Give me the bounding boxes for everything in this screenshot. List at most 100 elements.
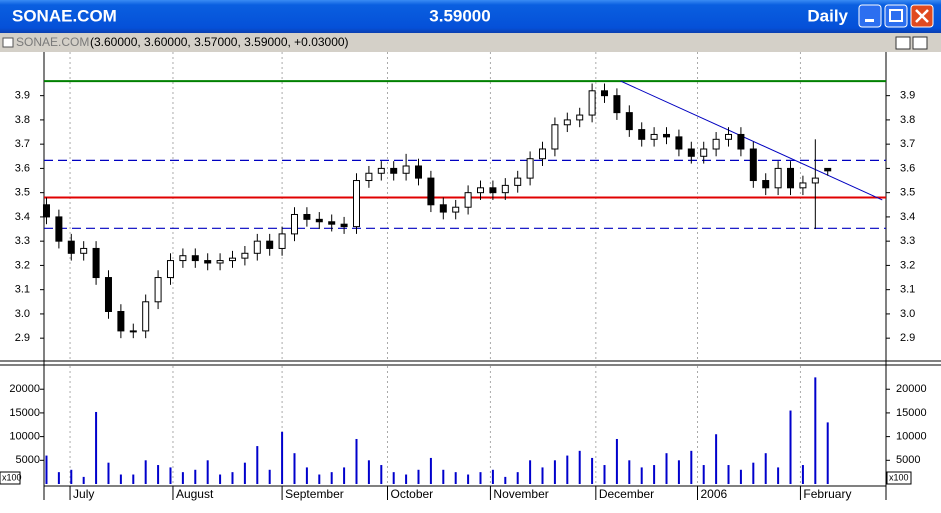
- candle-body: [365, 172, 373, 182]
- candle-body: [129, 330, 137, 333]
- candle-body: [675, 136, 683, 150]
- volume-bar: [467, 474, 470, 484]
- y-tick-label: 3.3: [900, 235, 915, 247]
- candle-body: [328, 221, 336, 225]
- pane-minimize[interactable]: [895, 36, 911, 50]
- y-tick-label: 3.5: [15, 187, 30, 199]
- sub-symbol: SONAE.COM: [16, 35, 89, 49]
- volume-bar: [417, 469, 420, 484]
- candle-body: [563, 119, 571, 126]
- y-tick-label: 3.8: [15, 114, 30, 126]
- volume-bar: [380, 465, 383, 484]
- volume-bar: [541, 467, 544, 484]
- candle-body: [762, 180, 770, 189]
- window-period: Daily: [807, 6, 848, 25]
- volume-bar: [219, 474, 222, 484]
- candle-body: [414, 165, 422, 179]
- volume-bar: [169, 467, 172, 484]
- candle-body: [477, 187, 485, 194]
- x-tick-label: November: [493, 487, 548, 501]
- volume-bar: [256, 446, 259, 484]
- volume-bar: [392, 472, 395, 484]
- y-tick-label: 5000: [896, 454, 920, 466]
- volume-bar: [454, 472, 457, 484]
- volume-bar: [826, 422, 829, 484]
- candle-body: [340, 223, 348, 228]
- candle-body: [576, 114, 584, 121]
- candle-body: [104, 277, 112, 312]
- candle-body: [67, 240, 75, 254]
- volume-bar: [194, 469, 197, 484]
- candle-body: [824, 167, 832, 172]
- volume-bar: [243, 462, 246, 484]
- y-tick-label: 3.6: [900, 162, 915, 174]
- candle-body: [439, 204, 447, 213]
- volume-bar: [305, 467, 308, 484]
- icon: [865, 19, 874, 22]
- volume-bar: [132, 474, 135, 484]
- y-tick-label: 20000: [9, 383, 40, 395]
- x-tick-label: 2006: [701, 487, 728, 501]
- volume-bar: [144, 460, 147, 484]
- volume-bar: [529, 460, 532, 484]
- x-tick-label: December: [599, 487, 654, 501]
- volume-unit: x100: [889, 472, 909, 482]
- volume-bar: [70, 469, 73, 484]
- candle-body: [737, 133, 745, 150]
- volume-bar: [764, 453, 767, 484]
- candle-body: [253, 240, 261, 254]
- volume-bar: [82, 476, 85, 484]
- ohlc-text: (3.60000, 3.60000, 3.57000, 3.59000, +0.…: [90, 35, 349, 49]
- volume-bar: [566, 455, 569, 484]
- volume-bar: [653, 465, 656, 484]
- volume-bar: [367, 460, 370, 484]
- volume-bar: [702, 465, 705, 484]
- volume-bar: [119, 474, 122, 484]
- candle-body: [179, 255, 187, 262]
- y-tick-label: 3.5: [900, 187, 915, 199]
- candle-body: [55, 216, 63, 242]
- y-tick-label: 3.0: [900, 308, 915, 320]
- volume-bar: [739, 469, 742, 484]
- candle-body: [402, 165, 410, 174]
- y-tick-label: 3.9: [15, 90, 30, 102]
- candle-body: [700, 148, 708, 157]
- candle-body: [352, 180, 360, 228]
- title-bar: [0, 0, 941, 33]
- candle-body: [514, 177, 522, 186]
- volume-bar: [591, 457, 594, 484]
- maximize-button[interactable]: [884, 4, 908, 28]
- candle-body: [278, 233, 286, 249]
- y-tick-label: 3.6: [15, 162, 30, 174]
- candle-body: [638, 129, 646, 140]
- volume-bar: [206, 460, 209, 484]
- icon: [889, 9, 903, 22]
- volume-bar: [343, 467, 346, 484]
- volume-bar: [330, 472, 333, 484]
- volume-bar: [293, 453, 296, 484]
- y-tick-label: 15000: [9, 407, 40, 419]
- candle-body: [464, 192, 472, 208]
- volume-bar: [442, 469, 445, 484]
- pane-close[interactable]: [912, 36, 928, 50]
- candle-body: [588, 90, 596, 116]
- y-tick-label: 2.9: [15, 332, 30, 344]
- x-tick-label: September: [285, 487, 344, 501]
- window-buttons: [858, 4, 934, 28]
- volume-bar: [640, 467, 643, 484]
- volume-bar: [45, 455, 48, 484]
- volume-bar: [479, 472, 482, 484]
- unit-box: [0, 471, 21, 485]
- volume-bar: [814, 377, 817, 484]
- minimize-button[interactable]: [858, 4, 882, 28]
- y-tick-label: 3.4: [15, 211, 30, 223]
- candle-body: [92, 247, 100, 279]
- candle-body: [551, 124, 559, 150]
- volume-bar: [615, 438, 618, 484]
- volume-bar: [429, 457, 432, 484]
- candle-body: [774, 167, 782, 189]
- y-tick-label: 3.0: [15, 308, 30, 320]
- volume-bar: [677, 460, 680, 484]
- x-tick-label: October: [390, 487, 433, 501]
- volume-bar: [628, 460, 631, 484]
